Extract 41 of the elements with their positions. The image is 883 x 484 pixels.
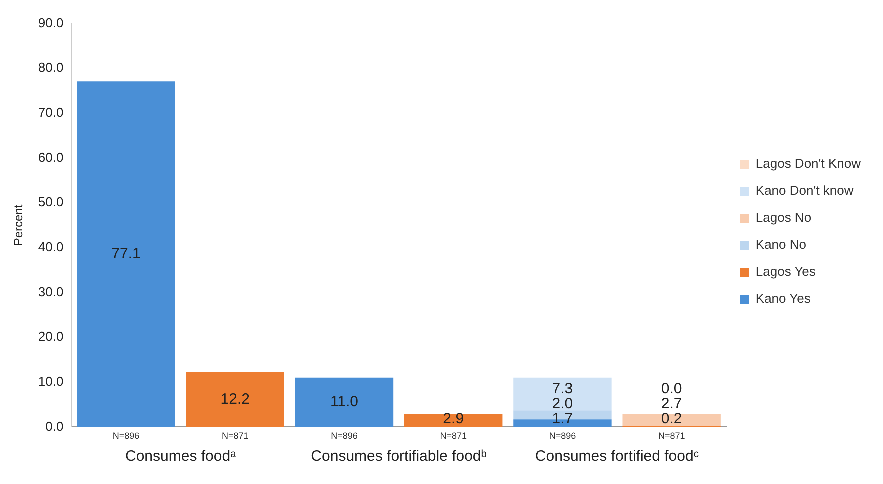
x-tick-label: N=896	[112, 431, 140, 442]
data-label: 0.2	[661, 410, 682, 428]
y-tick-label: 90.0	[38, 15, 64, 30]
y-tick-label: 60.0	[38, 150, 64, 165]
data-label: 12.2	[220, 391, 250, 408]
y-tick-label: 50.0	[38, 194, 64, 210]
y-tick-label: 70.0	[38, 105, 64, 120]
x-tick-label: N=871	[222, 431, 249, 442]
x-tick-label: N=896	[331, 431, 358, 442]
legend-label: Lagos Don't Know	[756, 156, 862, 172]
text: Consumes foodᵃ	[125, 448, 237, 465]
data-label: 2.0	[552, 395, 574, 412]
text: Consumes fortifiable foodᵇ	[311, 448, 488, 465]
legend-label: Kano Don't know	[756, 183, 854, 198]
legend-label: Lagos No	[756, 210, 812, 226]
x-tick-label: N=871	[658, 431, 686, 442]
y-tick-label: 0.0	[46, 418, 64, 434]
x-tick-label: N=871	[440, 431, 467, 442]
y-tick-label: 80.0	[38, 60, 64, 76]
y-tick-label: 40.0	[38, 239, 64, 254]
data-label: 77.1	[112, 246, 141, 263]
data-label: 2.7	[661, 395, 682, 412]
y-tick-label: 10.0	[38, 374, 64, 389]
bar	[186, 372, 284, 428]
y-axis-title: Percent	[12, 204, 26, 246]
bar	[295, 378, 394, 428]
legend-label: Lagos Yes	[756, 264, 816, 280]
bar	[77, 82, 176, 428]
bar	[622, 414, 721, 426]
legend-label: Kano No	[756, 237, 806, 252]
legend-label: Kano Yes	[756, 291, 812, 306]
data-label: 7.3	[552, 380, 574, 398]
y-tick-label: 30.0	[38, 284, 64, 300]
x-tick-label: N=896	[549, 431, 576, 442]
bar	[514, 378, 612, 411]
data-label: 0.0	[661, 380, 682, 398]
data-label: 2.9	[443, 410, 464, 428]
y-tick-label: 20.0	[38, 329, 64, 344]
data-label: 11.0	[330, 394, 359, 411]
bar	[404, 414, 503, 428]
text: Consumes fortified foodᶜ	[535, 448, 700, 465]
